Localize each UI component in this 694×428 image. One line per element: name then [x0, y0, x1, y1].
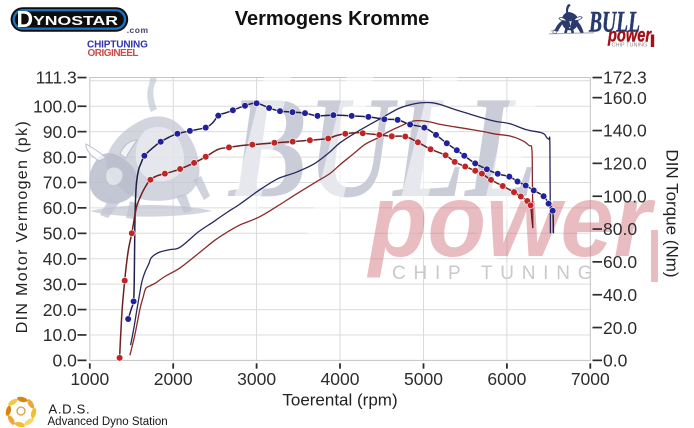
svg-text:Advanced Dyno Station: Advanced Dyno Station — [48, 416, 168, 428]
svg-text:0.0: 0.0 — [603, 351, 628, 371]
svg-text:10.0: 10.0 — [43, 325, 77, 345]
svg-text:90.0: 90.0 — [43, 122, 77, 142]
svg-text:3000: 3000 — [237, 369, 276, 389]
svg-text:Vermogens Kromme: Vermogens Kromme — [235, 8, 430, 30]
svg-text:70.0: 70.0 — [43, 173, 77, 193]
svg-text:YNOSTAR: YNOSTAR — [33, 13, 119, 28]
svg-text:power: power — [366, 163, 656, 279]
svg-text:DIN Motor Vermogen (pk): DIN Motor Vermogen (pk) — [14, 120, 31, 333]
svg-text:172.3: 172.3 — [603, 68, 647, 88]
svg-text:120.0: 120.0 — [603, 154, 647, 174]
svg-text:140.0: 140.0 — [603, 121, 647, 141]
svg-text:50.0: 50.0 — [43, 224, 77, 244]
svg-text:30.0: 30.0 — [43, 274, 77, 294]
svg-text:ORIGINEEL: ORIGINEEL — [88, 48, 140, 59]
svg-text:60.0: 60.0 — [603, 252, 637, 272]
svg-text:CHIP TUNING: CHIP TUNING — [612, 42, 649, 48]
svg-text:20.0: 20.0 — [43, 300, 77, 320]
svg-text:CHIP TUNING: CHIP TUNING — [392, 263, 602, 284]
svg-text:80.0: 80.0 — [603, 219, 637, 239]
svg-text:1000: 1000 — [70, 369, 109, 389]
svg-text:4000: 4000 — [321, 369, 360, 389]
svg-text:DIN Torque (Nm): DIN Torque (Nm) — [663, 149, 682, 277]
svg-text:power: power — [607, 26, 652, 47]
svg-text:100.0: 100.0 — [603, 186, 647, 206]
svg-text:A.D.S.: A.D.S. — [49, 402, 91, 417]
svg-text:111.3: 111.3 — [36, 68, 77, 88]
svg-text:7000: 7000 — [571, 369, 610, 389]
svg-text:6000: 6000 — [487, 369, 526, 389]
svg-text:60.0: 60.0 — [43, 198, 77, 218]
svg-text:20.0: 20.0 — [603, 318, 637, 338]
svg-text:Toerental (rpm): Toerental (rpm) — [282, 391, 397, 410]
svg-text:BULL: BULL — [588, 6, 640, 39]
svg-text:2000: 2000 — [154, 369, 193, 389]
svg-text:0.0: 0.0 — [52, 351, 77, 371]
svg-text:100.0: 100.0 — [33, 96, 77, 116]
svg-text:5000: 5000 — [404, 369, 443, 389]
svg-text:80.0: 80.0 — [43, 147, 77, 167]
svg-text:D: D — [17, 6, 34, 32]
svg-text:40.0: 40.0 — [43, 249, 77, 269]
svg-text:160.0: 160.0 — [603, 88, 647, 108]
svg-text:CHIPTUNING: CHIPTUNING — [87, 40, 149, 51]
svg-text:.com: .com — [127, 25, 149, 35]
svg-text:40.0: 40.0 — [603, 285, 637, 305]
